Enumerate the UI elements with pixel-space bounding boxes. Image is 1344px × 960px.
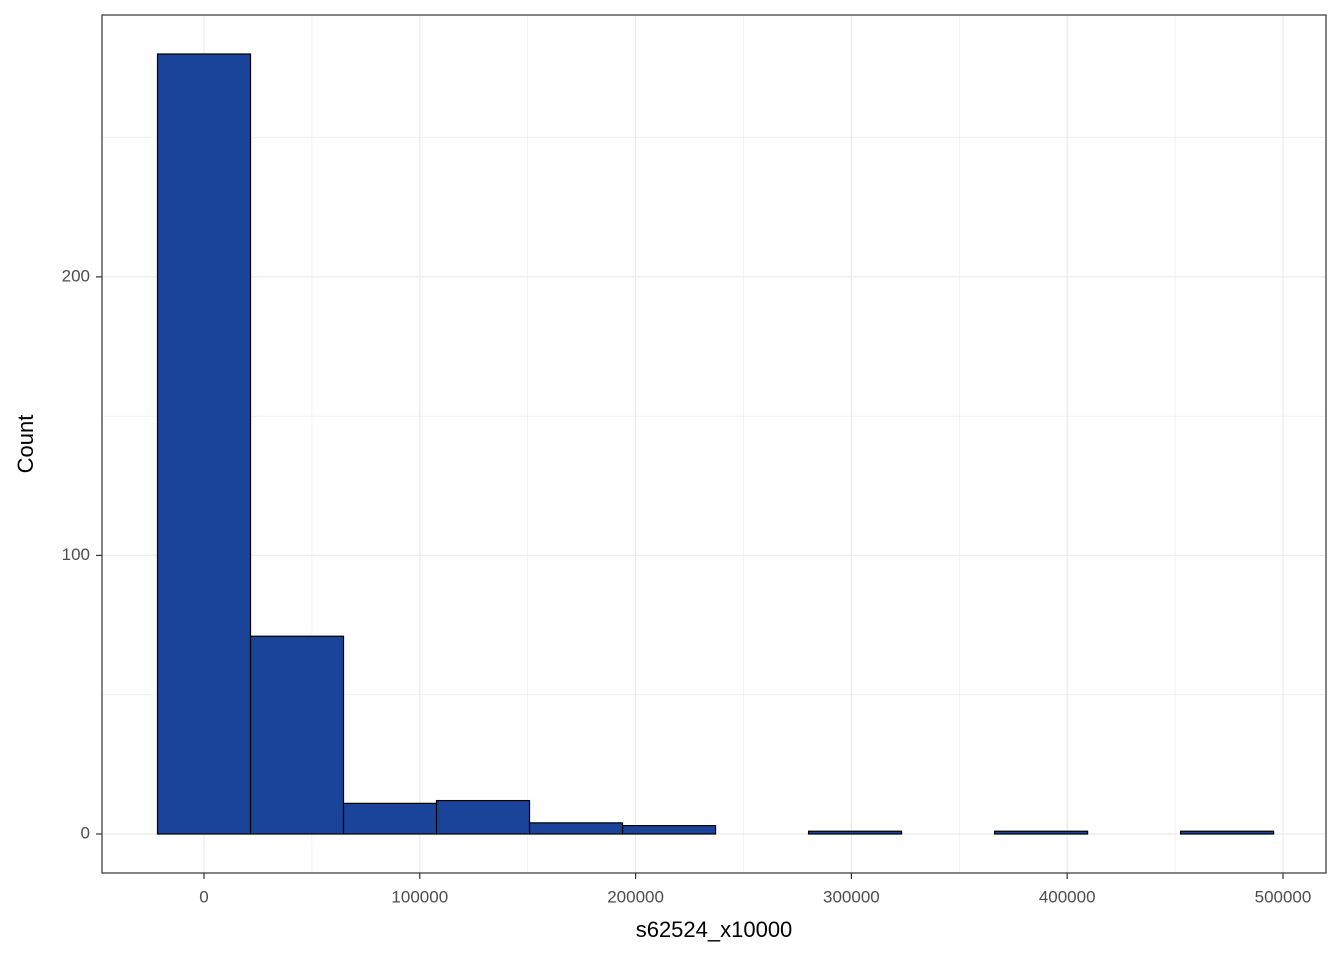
y-tick-label: 100 <box>62 545 90 564</box>
x-tick-label: 100000 <box>391 887 448 906</box>
y-tick-label: 200 <box>62 266 90 285</box>
x-tick-label: 500000 <box>1255 887 1312 906</box>
x-tick-label: 400000 <box>1039 887 1096 906</box>
bar <box>621 825 717 835</box>
x-tick-label: 200000 <box>607 887 664 906</box>
bar <box>342 802 438 835</box>
y-tick-label: 0 <box>81 823 90 842</box>
bar <box>1179 830 1275 835</box>
x-axis-title: s62524_x10000 <box>636 917 793 942</box>
bar <box>156 53 252 835</box>
bar <box>993 830 1089 835</box>
panel-border <box>101 14 1327 874</box>
bar <box>435 799 531 835</box>
bars <box>156 53 1275 835</box>
x-tick-label: 0 <box>199 887 208 906</box>
y-axis-title: Count <box>13 415 38 474</box>
bar <box>807 830 903 835</box>
x-tick-label: 300000 <box>823 887 880 906</box>
bar <box>528 822 624 835</box>
bar <box>249 635 345 835</box>
